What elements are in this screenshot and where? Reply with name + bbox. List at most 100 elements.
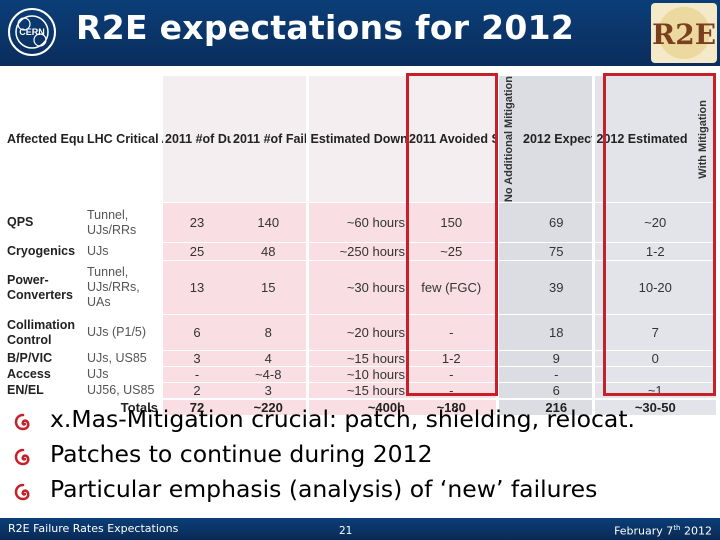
swirl-bullet-icon	[14, 413, 30, 431]
cell-avoided: -	[407, 366, 497, 383]
cell-avoided: -	[407, 314, 497, 351]
bullet-item: x.Mas-Mitigation crucial: patch, shieldi…	[14, 402, 720, 437]
cell-lhc-area: UJs	[85, 242, 163, 261]
cell-expected-2012: -	[521, 366, 593, 383]
cell-group: Cryogenics	[5, 242, 85, 261]
cell-failures-2011: 3	[231, 382, 307, 400]
cell-spacer	[495, 314, 521, 351]
cell-downtime: ~250 hours	[305, 242, 407, 261]
cell-expected-2012: 18	[521, 314, 593, 351]
cell-avoided: 150	[407, 202, 497, 243]
table-row: Power-Converters Tunnel, UJs/RRs, UAs 13 15…	[5, 260, 716, 315]
footer-date-sup: th	[673, 524, 681, 532]
bullet-item: Patches to continue during 2012	[14, 437, 720, 472]
header-avoided: 2011 Avoided SEE Dumps	[407, 76, 497, 203]
cell-downtime: ~10 hours	[305, 366, 407, 383]
cell-downtime: ~20 hours	[305, 314, 407, 351]
header-with-mitigation: With Mitigation	[697, 99, 709, 179]
slide-title: R2E expectations for 2012	[76, 8, 575, 47]
svg-text:R2E: R2E	[652, 18, 716, 51]
cell-dumps-2011: 23	[163, 202, 231, 243]
expectations-table-wrap: Affected Equipment Group LHC Critical Ar…	[5, 73, 716, 416]
footer-date-prefix: February 7	[614, 524, 674, 538]
totals-dumps: 72	[163, 398, 231, 416]
table-row: QPS Tunnel, UJs/RRs 23 140 ~60 hours 150 69 ~20	[5, 202, 716, 243]
cell-avoided: ~25	[407, 242, 497, 261]
cell-lhc-area: Tunnel, UJs/RRs, UAs	[85, 260, 163, 315]
cell-group: QPS	[5, 202, 85, 243]
cern-logo-icon: CERN	[8, 8, 56, 56]
expectations-table: Affected Equipment Group LHC Critical Ar…	[5, 76, 716, 416]
cell-avoided: -	[407, 382, 497, 400]
cell-estimated-2012: 10-20	[591, 260, 716, 315]
cell-estimated-2012: 0	[591, 350, 716, 367]
header-with-mitigation-cell: With Mitigation	[691, 76, 716, 203]
cell-estimated-2012: 7	[591, 314, 716, 351]
bullet-text: Patches to continue during 2012	[50, 440, 433, 468]
cell-spacer	[495, 382, 521, 400]
totals-estimated: ~30-50	[591, 398, 716, 416]
cell-estimated-2012	[591, 366, 716, 383]
table-row: Access UJs - ~4-8 ~10 hours - -	[5, 366, 716, 383]
table-row: Collimation Control UJs (P1/5) 6 8 ~20 hours…	[5, 314, 716, 351]
cell-dumps-2011: 13	[163, 260, 231, 315]
header-no-mitigation: No Additional Mitigation	[503, 76, 516, 203]
bullet-text: x.Mas-Mitigation crucial: patch, shieldi…	[50, 405, 636, 433]
slide-header: CERN R2E expectations for 2012 R2E	[0, 0, 720, 66]
cell-downtime: ~30 hours	[305, 260, 407, 315]
cell-estimated-2012: 1-2	[591, 242, 716, 261]
cell-failures-2011: ~4-8	[231, 366, 307, 383]
table-row: Cryogenics UJs 25 48 ~250 hours ~25 75 1-2	[5, 242, 716, 261]
cell-group: Collimation Control	[5, 314, 85, 351]
totals-expected: 216	[521, 398, 593, 416]
table-header-row: Affected Equipment Group LHC Critical Ar…	[5, 76, 716, 203]
table-row: B/P/VIC UJs, US85 3 4 ~15 hours 1-2 9 0	[5, 350, 716, 367]
cell-dumps-2011: 2	[163, 382, 231, 400]
header-lhc: LHC Critical Areas	[85, 76, 163, 203]
cell-lhc-area: UJs (P1/5)	[85, 314, 163, 351]
cell-downtime: ~15 hours	[305, 350, 407, 367]
footer-date: February 7th 2012	[614, 524, 712, 538]
cell-group: Power-Converters	[5, 260, 85, 315]
header-divider	[0, 66, 720, 74]
cell-lhc-area: UJs, US85	[85, 350, 163, 367]
footer-title: R2E Failure Rates Expectations	[8, 522, 179, 535]
cell-lhc-area: UJ56, US85	[85, 382, 163, 400]
cell-spacer	[495, 202, 521, 243]
page-number: 21	[339, 525, 353, 537]
cell-group: EN/EL	[5, 382, 85, 400]
header-downtime: Estimated Downtime (partl. in shadow)	[305, 76, 407, 203]
cell-avoided: few (FGC)	[407, 260, 497, 315]
cell-lhc-area: UJs	[85, 366, 163, 383]
r2e-logo-icon: R2E	[651, 3, 717, 63]
totals-row: Totals 72 ~220 ~400h ~180 216 ~30-50	[5, 398, 716, 416]
cell-expected-2012: 75	[521, 242, 593, 261]
cell-dumps-2011: 25	[163, 242, 231, 261]
cell-spacer	[495, 366, 521, 383]
totals-failures: ~220	[231, 398, 307, 416]
cell-expected-2012: 69	[521, 202, 593, 243]
totals-label: Totals	[5, 398, 163, 416]
cell-failures-2011: 140	[231, 202, 307, 243]
swirl-bullet-icon	[14, 483, 30, 501]
bullet-item: Particular emphasis (analysis) of ‘new’ …	[14, 472, 720, 507]
header-estimated-2012: 2012 Estimated Dumps	[591, 76, 691, 203]
cell-failures-2011: 48	[231, 242, 307, 261]
totals-downtime: ~400h	[305, 398, 407, 416]
header-group: Affected Equipment Group	[5, 76, 85, 203]
header-failures-2011: 2011 #of Failures	[231, 76, 307, 203]
header-no-mitigation-cell: No Additional Mitigation	[495, 76, 521, 203]
cell-expected-2012: 9	[521, 350, 593, 367]
cell-downtime: ~60 hours	[305, 202, 407, 243]
cell-downtime: ~15 hours	[305, 382, 407, 400]
cell-dumps-2011: -	[163, 366, 231, 383]
bullet-list: x.Mas-Mitigation crucial: patch, shieldi…	[14, 402, 720, 507]
header-dumps-2011: 2011 #of Dumps	[163, 76, 231, 203]
cell-expected-2012: 6	[521, 382, 593, 400]
cell-spacer	[495, 260, 521, 315]
totals-spacer	[495, 398, 521, 416]
cell-avoided: 1-2	[407, 350, 497, 367]
cell-dumps-2011: 6	[163, 314, 231, 351]
cell-failures-2011: 4	[231, 350, 307, 367]
bullet-text: Particular emphasis (analysis) of ‘new’ …	[50, 475, 598, 503]
